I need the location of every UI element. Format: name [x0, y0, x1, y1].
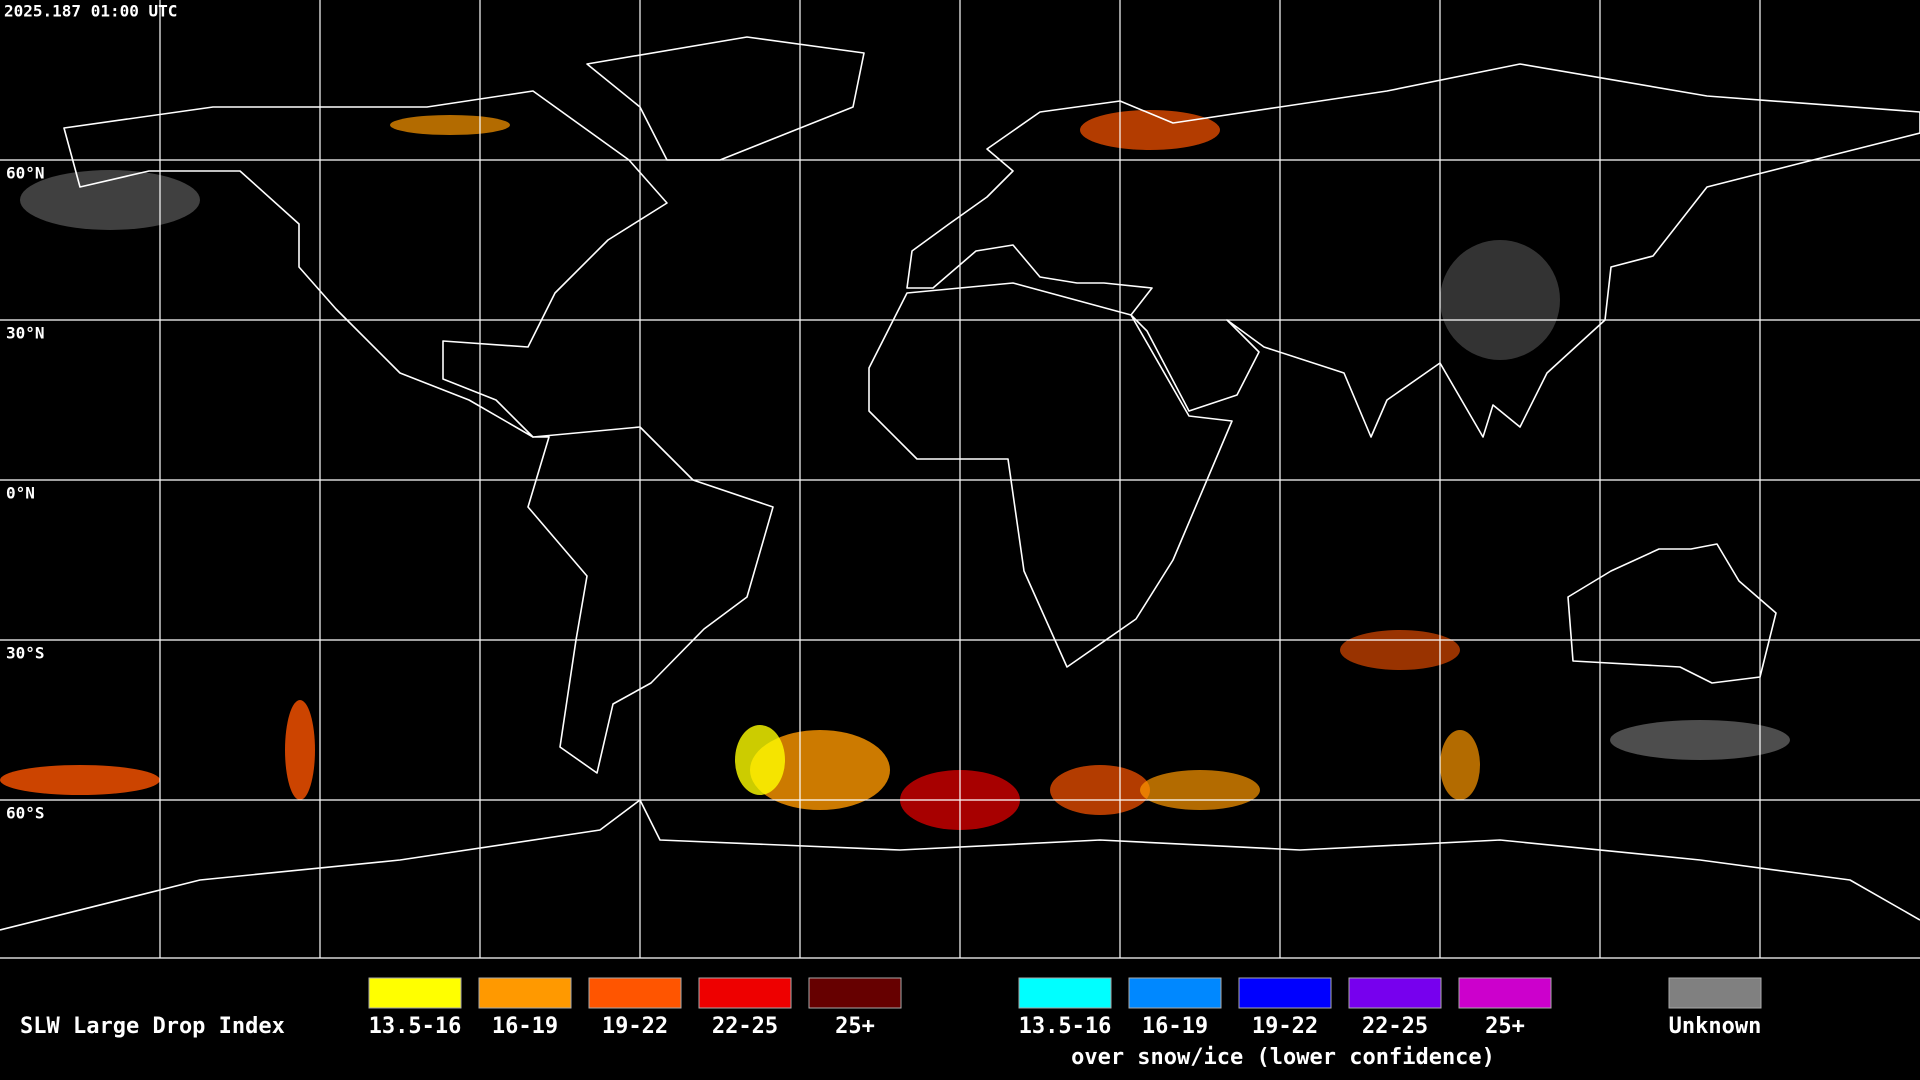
- legend-swatch: [1238, 977, 1332, 1009]
- legend-swatch: [698, 977, 792, 1009]
- legend-label: 25+: [1485, 1014, 1525, 1039]
- blob: [1440, 240, 1560, 360]
- legend-swatch: [588, 977, 682, 1009]
- blob: [1340, 630, 1460, 670]
- blob: [20, 170, 200, 230]
- lat-label: 60°S: [6, 804, 45, 823]
- blob: [1440, 730, 1480, 800]
- legend-caption: over snow/ice (lower confidence): [1071, 1045, 1495, 1070]
- legend-label: 25+: [835, 1014, 875, 1039]
- south-america: [527, 426, 774, 774]
- blob: [285, 700, 315, 800]
- blob: [1140, 770, 1260, 810]
- lat-label: 0°N: [6, 484, 35, 503]
- legend-swatch: [478, 977, 572, 1009]
- timestamp: 2025.187 01:00 UTC: [4, 2, 177, 21]
- legend-title: SLW Large Drop Index: [20, 1014, 285, 1039]
- legend-label: 19-22: [602, 1014, 668, 1039]
- legend-label: 22-25: [712, 1014, 778, 1039]
- blob: [735, 725, 785, 795]
- blob: [1080, 110, 1220, 150]
- antarctica: [0, 799, 1920, 931]
- north-america: [63, 90, 668, 438]
- legend-label: Unknown: [1669, 1014, 1762, 1039]
- blob: [750, 730, 890, 810]
- legend-label: 16-19: [492, 1014, 558, 1039]
- blob: [390, 115, 510, 135]
- legend-swatch: [1128, 977, 1222, 1009]
- legend-label: 13.5-16: [1019, 1014, 1112, 1039]
- legend-swatch: [1458, 977, 1552, 1009]
- legend-swatch: [1668, 977, 1762, 1009]
- australia: [1567, 543, 1777, 684]
- legend-label: 16-19: [1142, 1014, 1208, 1039]
- legend-swatch: [368, 977, 462, 1009]
- africa: [868, 282, 1233, 668]
- legend-label: 13.5-16: [369, 1014, 462, 1039]
- legend-swatch: [808, 977, 902, 1009]
- lat-label: 30°N: [6, 324, 45, 343]
- legend-label: 19-22: [1252, 1014, 1318, 1039]
- blob: [1050, 765, 1150, 815]
- blob: [0, 765, 160, 795]
- blob: [1610, 720, 1790, 760]
- graticule: [0, 0, 1920, 958]
- lat-label: 60°N: [6, 164, 45, 183]
- greenland: [586, 36, 865, 161]
- legend-swatch: [1348, 977, 1442, 1009]
- legend-label: 22-25: [1362, 1014, 1428, 1039]
- lat-label: 30°S: [6, 644, 45, 663]
- legend-swatch: [1018, 977, 1112, 1009]
